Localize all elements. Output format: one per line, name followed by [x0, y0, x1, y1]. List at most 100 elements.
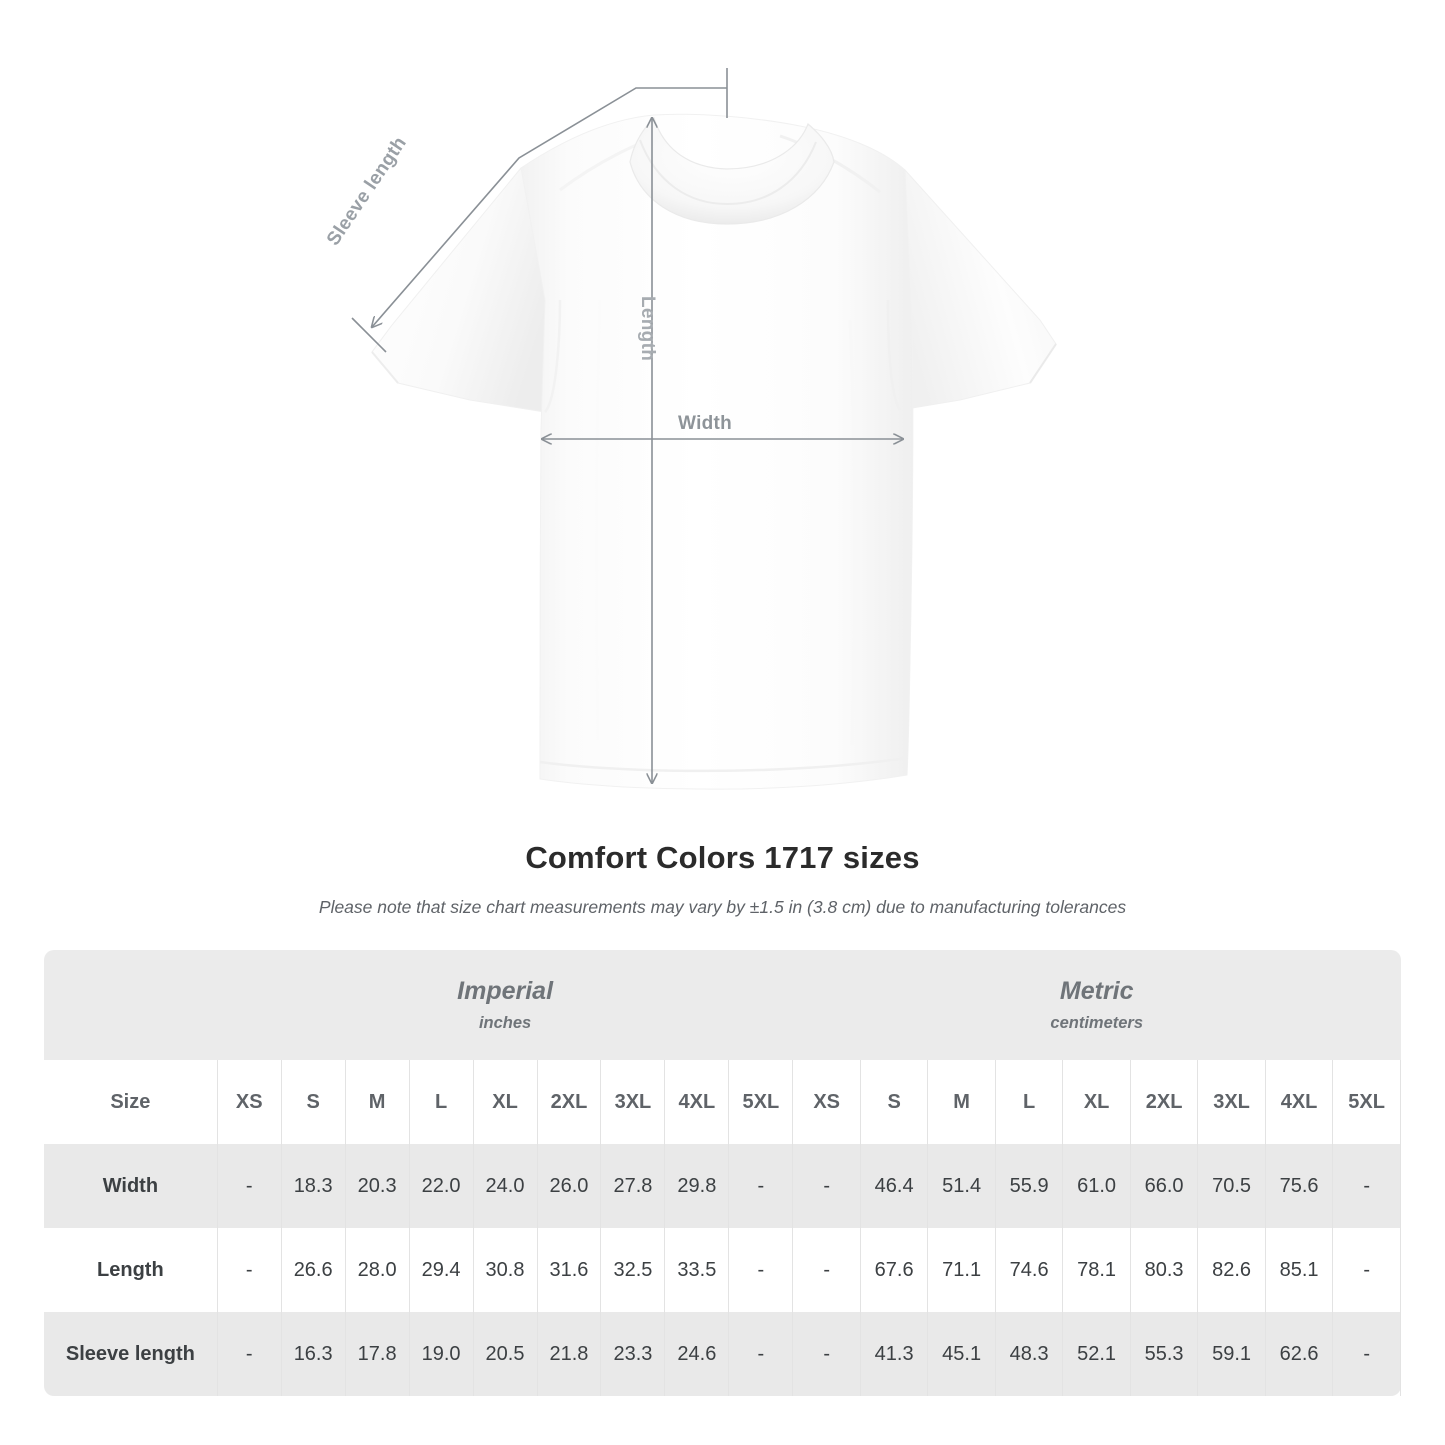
cell-sleeve-metric-xs: -	[792, 1312, 861, 1396]
cell-width-metric-m: 51.4	[927, 1144, 996, 1228]
size-col-metric-2xl: 2XL	[1130, 1060, 1199, 1144]
row-label-length: Length	[44, 1228, 218, 1312]
cell-length-metric-xs: -	[792, 1228, 861, 1312]
length-label: Length	[637, 296, 658, 362]
sleeve-hem-tick	[351, 317, 387, 353]
cell-width-metric-3xl: 70.5	[1197, 1144, 1266, 1228]
collar	[629, 116, 835, 225]
cell-width-imperial-5xl: -	[728, 1144, 794, 1228]
size-header-row: Size XS S M L XL 2XL 3XL 4XL 5XL XS S M …	[44, 1060, 1401, 1144]
imperial-unit: inches	[478, 1013, 532, 1032]
size-label-cell: Size	[44, 1060, 218, 1144]
cell-sleeve-imperial-xs: -	[217, 1312, 282, 1396]
cell-width-metric-xl: 61.0	[1062, 1144, 1131, 1228]
unit-header-spacer	[44, 950, 218, 1060]
unit-header-metric: Metric centimeters	[792, 950, 1401, 1060]
cell-sleeve-metric-xl: 52.1	[1062, 1312, 1131, 1396]
size-col-metric-l: L	[995, 1060, 1064, 1144]
size-table-wrapper: Imperial inches Metric centimeters Size …	[44, 950, 1401, 1396]
page-title: Comfort Colors 1717 sizes	[525, 840, 920, 875]
cell-sleeve-imperial-5xl: -	[728, 1312, 794, 1396]
sleeve-length-line	[372, 87, 727, 327]
size-col-imperial-2xl: 2XL	[537, 1060, 602, 1144]
cell-sleeve-imperial-3xl: 23.3	[600, 1312, 666, 1396]
cell-length-imperial-m: 28.0	[345, 1228, 410, 1312]
cell-length-imperial-3xl: 32.5	[600, 1228, 666, 1312]
size-col-metric-xl: XL	[1062, 1060, 1131, 1144]
cell-width-metric-s: 46.4	[860, 1144, 929, 1228]
cell-sleeve-imperial-s: 16.3	[281, 1312, 346, 1396]
cell-width-imperial-xs: -	[217, 1144, 282, 1228]
tshirt-diagram: Sleeve length Length Width	[323, 68, 1057, 790]
width-label: Width	[678, 413, 733, 434]
size-col-metric-3xl: 3XL	[1197, 1060, 1266, 1144]
cell-width-imperial-l: 22.0	[409, 1144, 474, 1228]
size-col-imperial-5xl: 5XL	[728, 1060, 794, 1144]
cell-length-metric-xl: 78.1	[1062, 1228, 1131, 1312]
unit-header-imperial: Imperial inches	[217, 950, 793, 1060]
cell-length-metric-3xl: 82.6	[1197, 1228, 1266, 1312]
cell-sleeve-metric-3xl: 59.1	[1197, 1312, 1266, 1396]
table-row: Length - 26.6 28.0 29.4 30.8 31.6 32.5 3…	[44, 1228, 1401, 1312]
cell-sleeve-imperial-l: 19.0	[409, 1312, 474, 1396]
size-col-metric-m: M	[927, 1060, 996, 1144]
cell-width-imperial-3xl: 27.8	[600, 1144, 666, 1228]
cell-length-imperial-4xl: 33.5	[664, 1228, 730, 1312]
cell-width-metric-2xl: 66.0	[1130, 1144, 1199, 1228]
size-col-metric-xs: XS	[792, 1060, 861, 1144]
cell-length-metric-l: 74.6	[995, 1228, 1064, 1312]
size-chart-table: Imperial inches Metric centimeters Size …	[44, 950, 1401, 1396]
shirt-shape	[371, 113, 1057, 790]
tshirt-illustration	[351, 68, 1057, 790]
unit-header-row: Imperial inches Metric centimeters	[44, 950, 1401, 1060]
size-col-imperial-xs: XS	[217, 1060, 282, 1144]
imperial-name: Imperial	[457, 977, 554, 1006]
size-col-imperial-4xl: 4XL	[664, 1060, 730, 1144]
cell-length-imperial-xs: -	[217, 1228, 282, 1312]
title-block: Comfort Colors 1717 sizes Please note th…	[0, 840, 1445, 918]
cell-sleeve-imperial-m: 17.8	[345, 1312, 410, 1396]
metric-unit: centimeters	[1050, 1013, 1144, 1032]
size-col-metric-5xl: 5XL	[1332, 1060, 1401, 1144]
size-col-imperial-xl: XL	[473, 1060, 538, 1144]
cell-sleeve-imperial-4xl: 24.6	[664, 1312, 730, 1396]
cell-length-metric-m: 71.1	[927, 1228, 996, 1312]
row-label-sleeve-length: Sleeve length	[44, 1312, 218, 1396]
row-label-width: Width	[44, 1144, 218, 1228]
cell-width-imperial-s: 18.3	[281, 1144, 346, 1228]
size-col-imperial-s: S	[281, 1060, 346, 1144]
cell-sleeve-metric-l: 48.3	[995, 1312, 1064, 1396]
cell-width-metric-5xl: -	[1332, 1144, 1401, 1228]
size-col-metric-4xl: 4XL	[1265, 1060, 1334, 1144]
cell-width-metric-xs: -	[792, 1144, 861, 1228]
right-sleeve	[887, 168, 1057, 411]
cell-sleeve-metric-s: 41.3	[860, 1312, 929, 1396]
cell-length-metric-5xl: -	[1332, 1228, 1401, 1312]
shirt-body	[520, 113, 914, 790]
cell-width-imperial-4xl: 29.8	[664, 1144, 730, 1228]
cell-width-imperial-2xl: 26.0	[537, 1144, 602, 1228]
cell-width-metric-4xl: 75.6	[1265, 1144, 1334, 1228]
metric-name: Metric	[1059, 977, 1134, 1006]
cell-sleeve-imperial-2xl: 21.8	[537, 1312, 602, 1396]
cell-length-metric-4xl: 85.1	[1265, 1228, 1334, 1312]
cell-sleeve-metric-2xl: 55.3	[1130, 1312, 1199, 1396]
table-row: Sleeve length - 16.3 17.8 19.0 20.5 21.8…	[44, 1312, 1401, 1396]
cell-width-imperial-m: 20.3	[345, 1144, 410, 1228]
dimension-lines	[351, 68, 903, 783]
size-col-imperial-l: L	[409, 1060, 474, 1144]
cell-width-imperial-xl: 24.0	[473, 1144, 538, 1228]
cell-length-imperial-2xl: 31.6	[537, 1228, 602, 1312]
size-col-imperial-3xl: 3XL	[600, 1060, 666, 1144]
cell-length-imperial-l: 29.4	[409, 1228, 474, 1312]
cell-length-metric-s: 67.6	[860, 1228, 929, 1312]
size-col-imperial-m: M	[345, 1060, 410, 1144]
cell-sleeve-imperial-xl: 20.5	[473, 1312, 538, 1396]
cell-length-metric-2xl: 80.3	[1130, 1228, 1199, 1312]
cell-width-metric-l: 55.9	[995, 1144, 1064, 1228]
size-col-metric-s: S	[860, 1060, 929, 1144]
cell-sleeve-metric-4xl: 62.6	[1265, 1312, 1334, 1396]
cell-length-imperial-xl: 30.8	[473, 1228, 538, 1312]
table-row: Width - 18.3 20.3 22.0 24.0 26.0 27.8 29…	[44, 1144, 1401, 1228]
